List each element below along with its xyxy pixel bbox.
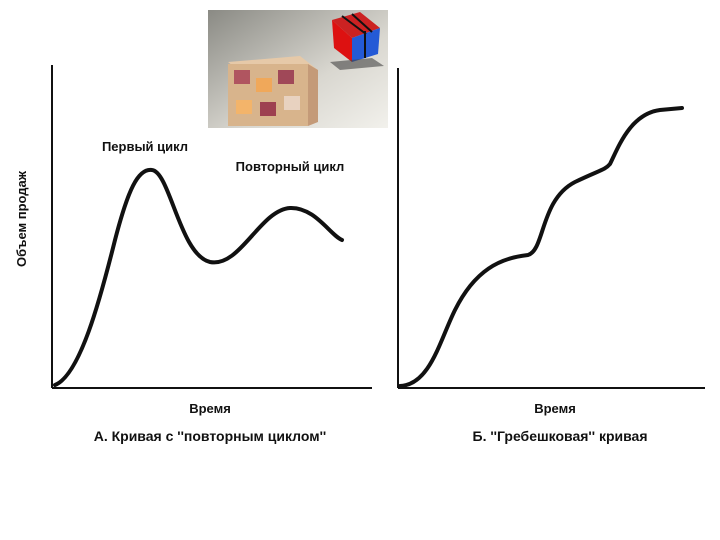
caption: А. Кривая с ''повторным циклом'' (93, 428, 327, 444)
y-axis-label: Объем продаж (14, 171, 29, 267)
curve (398, 106, 684, 388)
annotation: Повторный цикл (235, 159, 345, 174)
curve (53, 167, 344, 387)
photo (208, 10, 388, 128)
caption: Б. ''Гребешковая'' кривая (472, 428, 648, 444)
right-chart (397, 68, 705, 389)
left-chart (51, 65, 372, 389)
x-axis-label: Время (534, 401, 576, 416)
x-axis-label: Время (189, 401, 231, 416)
annotation: Первый цикл (101, 139, 189, 154)
